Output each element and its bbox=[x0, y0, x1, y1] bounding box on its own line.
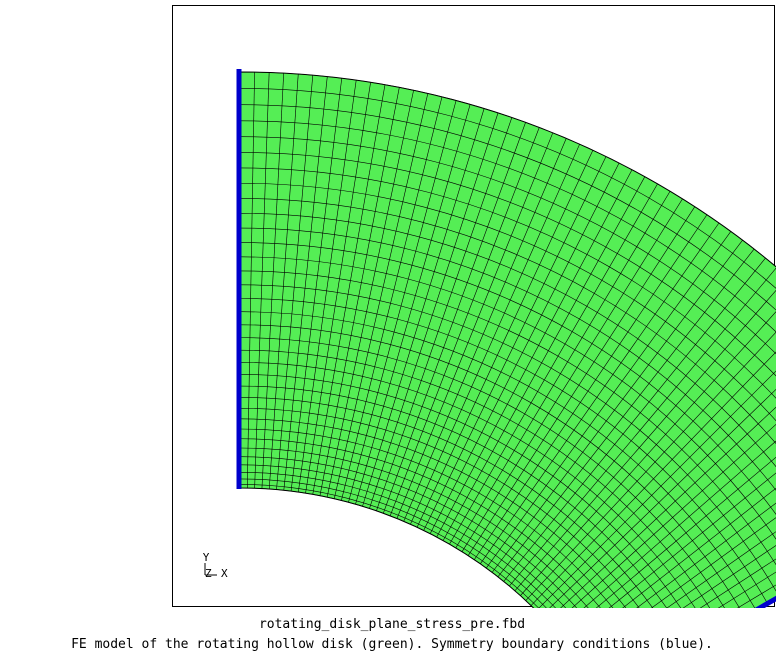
triad-y-label: Y bbox=[203, 551, 210, 564]
mesh-radial-line bbox=[651, 517, 776, 608]
mesh-arc-line bbox=[239, 324, 740, 608]
mesh-radial-line bbox=[717, 571, 776, 608]
mesh-arc-line bbox=[239, 227, 776, 491]
disk-outline bbox=[239, 71, 776, 608]
mesh-arc-line bbox=[239, 88, 776, 289]
triad-z-label: Z bbox=[205, 567, 212, 580]
mesh-arc-line bbox=[239, 242, 776, 515]
mesh-arc-line bbox=[239, 478, 547, 608]
mesh-arc-line bbox=[239, 385, 667, 608]
mesh-arc-line bbox=[239, 456, 577, 608]
mesh-arc-line bbox=[239, 407, 640, 608]
mesh-arc-line bbox=[239, 418, 627, 608]
mesh-arc-line bbox=[239, 464, 567, 608]
mesh-arc-line bbox=[239, 213, 776, 468]
mesh-arc-line bbox=[239, 256, 776, 540]
mesh-arc-line bbox=[239, 447, 589, 608]
disk-sector-outline bbox=[239, 71, 776, 608]
mesh-arc-line bbox=[239, 136, 776, 355]
mesh-radial-line bbox=[666, 531, 776, 608]
mesh-arc-line bbox=[239, 167, 776, 399]
mesh-arc-line bbox=[239, 374, 682, 608]
mesh-arc-line bbox=[239, 152, 776, 377]
mesh-arc-line bbox=[239, 182, 776, 422]
mesh-arc-line bbox=[239, 362, 696, 608]
disk-mesh-fill bbox=[240, 72, 776, 608]
mesh-radial-line bbox=[699, 558, 776, 608]
mesh-arc-line bbox=[239, 120, 776, 333]
symmetry-boundary-conditions bbox=[236, 69, 776, 608]
fe-model-drawing: Y Z X bbox=[203, 69, 776, 608]
mesh-arc-line bbox=[239, 337, 725, 608]
mesh-arc-line bbox=[239, 349, 711, 608]
mesh-arc-line bbox=[239, 198, 776, 445]
figure-caption: FE model of the rotating hollow disk (gr… bbox=[71, 637, 713, 652]
mesh-arc-line bbox=[239, 270, 776, 566]
mesh-arc-line bbox=[239, 438, 601, 608]
mesh-arc-line bbox=[239, 284, 776, 592]
mesh-radial-line bbox=[636, 502, 776, 608]
mesh-arc-line bbox=[239, 298, 768, 603]
mesh-arc-line bbox=[239, 484, 539, 608]
disk-sector-fill bbox=[240, 72, 776, 608]
mesh-arc-line bbox=[239, 104, 776, 311]
model-viewport[interactable]: Y Z X bbox=[172, 5, 776, 608]
model-filename: rotating_disk_plane_stress_pre.fbd bbox=[258, 617, 526, 632]
mesh-arc-line bbox=[239, 311, 756, 608]
mesh-radial-line bbox=[682, 545, 776, 608]
axis-triad: Y Z X bbox=[203, 551, 228, 580]
mesh-arc-lines bbox=[239, 71, 776, 608]
mesh-arc-line bbox=[239, 428, 614, 608]
mesh-arc-line bbox=[239, 397, 654, 608]
mesh-arc-line bbox=[239, 472, 556, 608]
triad-x-label: X bbox=[221, 567, 228, 580]
